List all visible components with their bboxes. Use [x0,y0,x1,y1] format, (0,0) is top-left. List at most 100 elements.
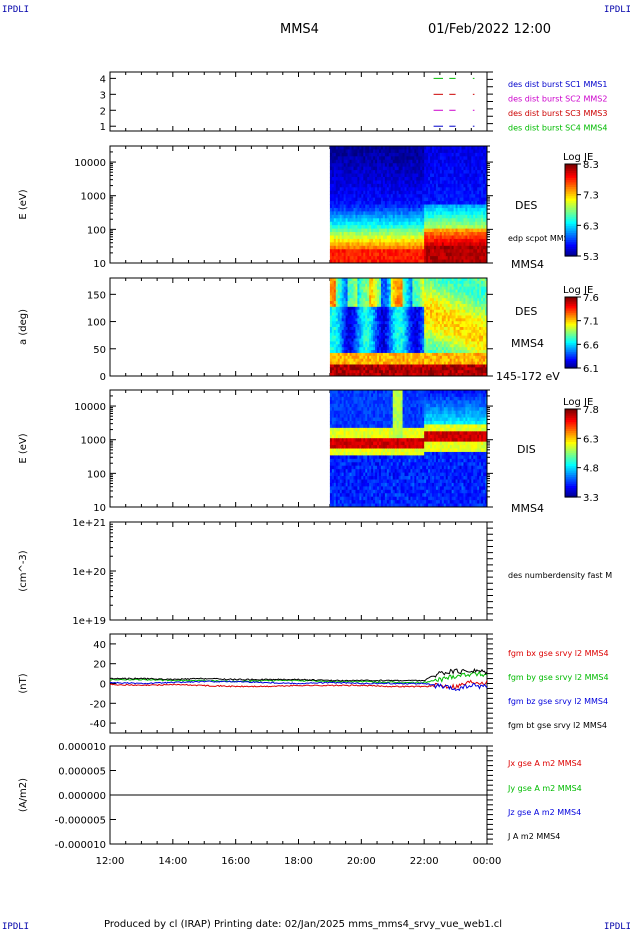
heatmap-cell [485,249,488,254]
heatmap-cell [367,238,370,243]
heatmap-cell [329,315,333,319]
heatmap-cell [337,170,341,175]
heatmap-cell [369,335,372,340]
heatmap-cell [375,347,378,351]
heatmap-cell [365,187,368,192]
heatmap-cell [424,338,427,342]
heatmap-cell [345,364,349,368]
heatmap-cell [471,183,474,188]
heatmap-cell [392,278,396,282]
heatmap-cell [339,306,343,311]
heatmap-cell [380,214,384,219]
heatmap-cell [408,166,411,171]
heatmap-cell [380,201,384,205]
heatmap-cell [394,214,398,219]
heatmap-cell [451,194,455,199]
heatmap-cell [335,211,339,216]
heatmap-cell [402,373,406,377]
heatmap-cell [384,256,388,261]
heatmap-cell [367,197,370,202]
heatmap-cell [453,201,457,205]
heatmap-cell [396,242,400,247]
heatmap-cell [355,352,358,357]
heatmap-cell [453,214,457,219]
heatmap-cell [339,235,343,240]
heatmap-cell [335,146,339,150]
heatmap-cell [404,259,407,264]
heatmap-cell [426,176,429,181]
heatmap-cell [433,252,437,257]
heatmap-cell [347,214,351,219]
heatmap-cell [400,361,404,365]
colorbar-cell [565,207,577,211]
heatmap-cell [373,152,376,157]
heatmap-cell [382,278,386,282]
heatmap-cell [483,187,486,192]
heatmap-cell [479,232,482,236]
heatmap-cell [394,355,398,360]
heatmap-cell [422,163,425,168]
heatmap-cell [335,301,339,305]
heatmap-cell [424,252,427,257]
heatmap-cell [435,187,439,192]
heatmap-cell [414,315,417,319]
heatmap-cell [337,295,341,299]
heatmap-cell [371,249,374,254]
heatmap-cell [477,149,480,154]
heatmap-cell [347,341,351,345]
heatmap-cell [386,252,390,257]
heatmap-cell [469,201,472,205]
heatmap-cell [424,332,427,337]
heatmap-cell [412,301,415,305]
heatmap-cell [422,211,425,216]
heatmap-cell [441,194,445,199]
heatmap-cell [369,309,372,314]
heatmap-cell [339,338,343,342]
heatmap-cell [377,278,380,282]
heatmap-cell [357,242,360,247]
heatmap-cell [479,207,482,212]
heatmap-cell [339,370,343,374]
heatmap-cell [422,235,425,240]
heatmap-cell [341,249,345,254]
heatmap-cell [359,228,362,233]
heatmap-cell [418,324,421,328]
heatmap-cell [379,335,382,340]
heatmap-cell [412,228,415,233]
heatmap-cell [339,207,343,212]
heatmap-cell [386,367,390,371]
heatmap-cell [351,309,354,314]
heatmap-cell [414,312,417,316]
heatmap-cell [396,364,400,368]
heatmap-cell [471,232,474,236]
heatmap-cell [410,146,413,150]
heatmap-cell [402,146,406,150]
heatmap-cell [422,309,425,314]
heatmap-cell [377,207,380,212]
heatmap-cell [430,315,433,319]
heatmap-cell [345,309,349,314]
heatmap-cell [396,152,400,157]
heatmap-cell [477,156,480,161]
heatmap-cell [426,306,429,311]
heatmap-cell [406,245,409,250]
heatmap-cell [337,332,341,337]
heatmap-cell [437,163,441,168]
heatmap-cell [382,318,386,322]
heatmap-cell [430,283,433,288]
heatmap-cell [461,252,464,257]
heatmap-cell [375,242,378,247]
heatmap-cell [473,228,476,233]
heatmap-cell [351,286,354,291]
heatmap-cell [363,156,366,161]
heatmap-cell [449,211,453,216]
heatmap-cell [406,347,409,351]
heatmap-cell [329,163,333,168]
heatmap-cell [371,163,374,168]
heatmap-cell [337,347,341,351]
heatmap-cell [410,350,413,354]
heatmap-cell [363,309,366,314]
heatmap-cell [359,280,362,285]
heatmap-cell [371,225,374,230]
heatmap-cell [439,347,443,351]
